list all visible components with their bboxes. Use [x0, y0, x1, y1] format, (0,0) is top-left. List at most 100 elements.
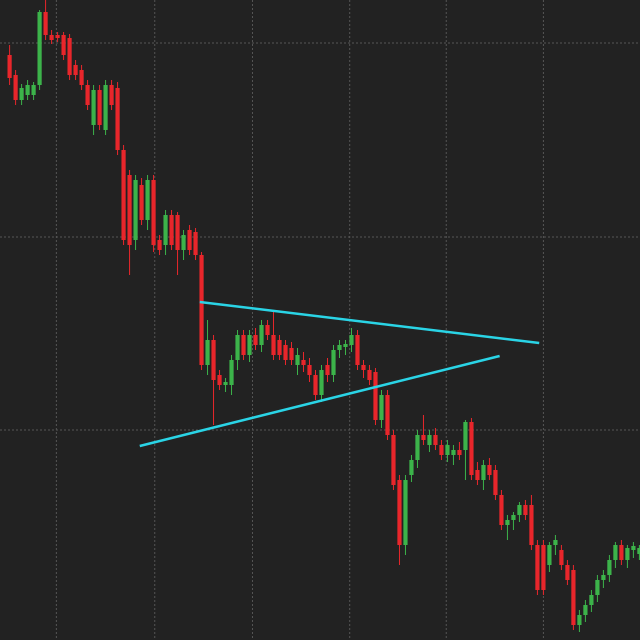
- candle-body: [19, 88, 24, 100]
- candle-body: [409, 460, 414, 475]
- candle-body: [115, 88, 120, 150]
- candle-body: [457, 450, 462, 455]
- candle-body: [427, 435, 432, 445]
- candle-body: [199, 255, 204, 365]
- candle-body: [319, 370, 324, 395]
- candle-body: [169, 215, 174, 245]
- candle-body: [25, 85, 30, 95]
- candle-body: [445, 445, 450, 455]
- candle-body: [49, 35, 54, 40]
- candle-body: [253, 335, 258, 345]
- candle-body: [505, 520, 510, 525]
- candle-body: [61, 35, 66, 55]
- candle-body: [43, 12, 48, 35]
- candle-body: [547, 545, 552, 565]
- candle-body: [229, 360, 234, 385]
- candle-body: [7, 55, 12, 78]
- candle-body: [337, 345, 342, 350]
- candle-body: [241, 335, 246, 355]
- candle-body: [37, 12, 42, 85]
- candle-body: [565, 565, 570, 580]
- candle-body: [181, 235, 186, 250]
- candle-body: [559, 550, 564, 565]
- candle-body: [193, 232, 198, 255]
- candle-body: [343, 344, 348, 347]
- candle-body: [577, 615, 582, 625]
- candle-body: [625, 548, 630, 560]
- candle-body: [415, 435, 420, 460]
- candle-body: [463, 422, 468, 450]
- candle-body: [385, 395, 390, 435]
- candle-body: [265, 325, 270, 335]
- candle-body: [607, 560, 612, 575]
- candle-body: [517, 505, 522, 515]
- candle-body: [487, 465, 492, 475]
- candle-body: [451, 450, 456, 455]
- candle-body: [151, 180, 156, 245]
- candle-body: [523, 505, 528, 515]
- candle-body: [529, 505, 534, 545]
- candle-body: [367, 370, 372, 380]
- candle-body: [511, 515, 516, 520]
- candle-body: [31, 85, 36, 95]
- candle-body: [55, 35, 60, 38]
- candle-body: [595, 580, 600, 595]
- candle-body: [139, 185, 144, 220]
- candle-body: [13, 75, 18, 100]
- candle-body: [499, 495, 504, 525]
- candle-body: [331, 350, 336, 375]
- candle-body: [391, 435, 396, 485]
- candle-body: [619, 545, 624, 560]
- candle-body: [205, 340, 210, 365]
- candle-body: [481, 465, 486, 480]
- candle-body: [259, 325, 264, 345]
- candle-body: [637, 548, 640, 554]
- candle-body: [109, 85, 114, 105]
- candle-body: [553, 540, 558, 545]
- candle-body: [403, 480, 408, 545]
- trendline: [139, 354, 500, 448]
- candle-body: [211, 340, 216, 380]
- candle-body: [157, 240, 162, 250]
- candle-body: [583, 605, 588, 615]
- candle-body: [541, 545, 546, 590]
- candle-body: [217, 375, 222, 385]
- candle-body: [397, 480, 402, 545]
- candle-body: [307, 365, 312, 375]
- candle-body: [373, 372, 378, 420]
- candle-body: [67, 38, 72, 75]
- candle-body: [145, 180, 150, 220]
- candle-body: [271, 335, 276, 355]
- candle-body: [355, 335, 360, 365]
- candle-body: [379, 395, 384, 420]
- candle-body: [283, 345, 288, 360]
- candle-body: [469, 422, 474, 475]
- candle-body: [613, 545, 618, 560]
- candle-body: [73, 65, 78, 75]
- candle-body: [79, 70, 84, 85]
- candle-body: [325, 365, 330, 375]
- candle-body: [571, 570, 576, 625]
- candle-body: [439, 445, 444, 455]
- candle-body: [91, 90, 96, 125]
- candle-body: [289, 348, 294, 360]
- candle-body: [277, 340, 282, 355]
- candle-body: [313, 375, 318, 395]
- candle-body: [103, 85, 108, 130]
- candle-body: [127, 175, 132, 245]
- candle-body: [97, 90, 102, 125]
- candle-body: [295, 355, 300, 365]
- candle-body: [535, 545, 540, 590]
- candle-body: [85, 85, 90, 105]
- candle-body: [475, 470, 480, 480]
- trendline: [199, 300, 540, 345]
- candle-body: [163, 215, 168, 245]
- candle-body: [223, 382, 228, 385]
- candle-body: [421, 435, 426, 440]
- candle-body: [361, 365, 366, 370]
- candle-body: [247, 335, 252, 355]
- candle-body: [601, 575, 606, 580]
